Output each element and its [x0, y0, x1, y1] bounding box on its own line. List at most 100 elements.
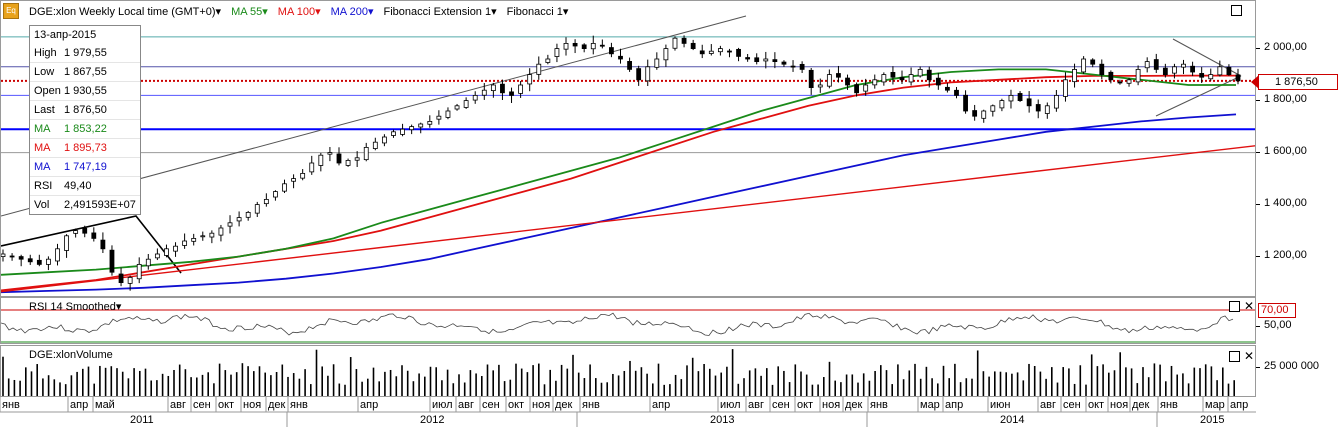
candle-body [409, 126, 415, 131]
candle-body [1035, 104, 1041, 112]
info-value: 2,491593E+07 [64, 199, 136, 211]
month-label: дек [555, 399, 573, 411]
candle-body [872, 79, 878, 86]
price-axis[interactable]: 2 000,00 1 800,00 1 600,00 1 400,00 1 200,00 [1256, 0, 1340, 297]
ma55-selector[interactable]: MA 55▾ [231, 5, 268, 18]
maximize-price-pane-button[interactable] [1231, 5, 1242, 16]
maximize-volume-pane-button[interactable] [1229, 351, 1240, 362]
candle-body [118, 273, 124, 283]
candle-body [454, 105, 460, 110]
candle-body [1108, 71, 1114, 81]
candle-body [400, 128, 405, 135]
candle-body [1126, 79, 1132, 84]
candle-body [154, 253, 160, 259]
candle-body [890, 72, 896, 78]
candle-body [218, 227, 224, 236]
info-key: RSI [34, 180, 53, 192]
fib-extension-selector[interactable]: Fibonacci Extension 1▾ [383, 5, 497, 18]
candle-body [354, 157, 360, 161]
info-key: Last [34, 104, 55, 116]
info-row-ma: MA 1 895,73 [30, 138, 140, 157]
candle-body [9, 255, 15, 258]
candle-body [935, 77, 941, 86]
time-axis[interactable]: янв апр май авг сен окт ноя дек янв апр июл авг сен о… [0, 397, 1256, 427]
price-chart-svg[interactable] [1, 1, 1256, 297]
info-value: 1 876,50 [64, 104, 107, 116]
candle-body [1090, 59, 1096, 65]
candle-body [654, 58, 660, 68]
ma100-selector[interactable]: MA 100▾ [277, 5, 321, 18]
maximize-rsi-pane-button[interactable] [1229, 301, 1240, 312]
close-rsi-pane-icon[interactable]: ✕ [1244, 299, 1255, 313]
month-label: июн [990, 399, 1011, 411]
month-label: янв [290, 399, 308, 411]
candle-body [763, 58, 769, 62]
month-label: май [95, 399, 115, 411]
info-row-high: High 1 979,55 [30, 44, 140, 62]
instrument-selector[interactable]: DGE:xlon Weekly Local time (GMT+0)▾ [29, 5, 222, 18]
month-label: ноя [243, 399, 262, 411]
price-tick-label: 1 800,00 [1264, 92, 1307, 105]
info-value: 1 930,55 [64, 85, 107, 97]
month-label: ноя [1110, 399, 1129, 411]
candle-body [1081, 58, 1087, 73]
ma100-label: MA 100 [277, 5, 316, 18]
month-label: окт [218, 399, 235, 411]
month-label: апр [652, 399, 671, 411]
candle-body [200, 235, 206, 238]
close-volume-pane-icon[interactable]: ✕ [1244, 349, 1255, 363]
month-label: сен [772, 399, 790, 411]
info-row-ma: MA 1 853,22 [30, 119, 140, 138]
candle-body [917, 69, 923, 77]
candle-body [164, 248, 169, 256]
candle-body [1162, 67, 1168, 76]
fibonacci-selector[interactable]: Fibonacci 1▾ [506, 5, 569, 18]
ma200-selector[interactable]: MA 200▾ [330, 5, 374, 18]
eq-logo-icon[interactable]: Eq [3, 3, 19, 19]
month-label: мар [920, 399, 940, 411]
candle-body [1144, 61, 1150, 69]
candle-body [327, 152, 333, 155]
month-label: авг [170, 399, 186, 411]
fib-extension-label: Fibonacci Extension 1 [383, 5, 492, 18]
candle-body [463, 100, 469, 108]
info-value: 1 979,55 [64, 47, 107, 59]
candle-body [908, 74, 914, 83]
rsi-title[interactable]: RSI 14 Smoothed▾ [29, 301, 122, 313]
candle-body [681, 37, 687, 44]
candle-body [145, 258, 151, 267]
volume-title[interactable]: DGE:xlonVolume [29, 349, 113, 361]
candle-body [109, 249, 115, 273]
month-label: янв [2, 399, 20, 411]
candle-body [618, 55, 623, 60]
month-label: апр [360, 399, 379, 411]
candle-body [836, 73, 841, 78]
candle-body [82, 227, 88, 234]
candle-body [418, 123, 424, 128]
candle-body [472, 95, 478, 101]
candle-body [627, 61, 632, 70]
candle-body [427, 121, 433, 125]
info-key: Open [34, 85, 61, 97]
candle-body [191, 237, 197, 242]
candle-body [391, 131, 396, 136]
price-pane[interactable]: Eq DGE:xlon Weekly Local time (GMT+0)▾ M… [0, 0, 1256, 297]
candle-body [1199, 73, 1205, 78]
volume-pane[interactable]: DGE:xlonVolume ✕ [0, 345, 1256, 397]
candle-body [963, 94, 968, 112]
rsi-chart-svg [1, 309, 1255, 343]
time-axis-grid [0, 397, 1256, 427]
candle-body [345, 159, 351, 166]
candle-body [27, 258, 33, 263]
candle-body [436, 115, 442, 120]
candle-body [926, 69, 932, 81]
month-label: янв [1160, 399, 1178, 411]
candle-body [1181, 63, 1186, 68]
candle-body [263, 198, 269, 205]
candle-body [1053, 95, 1059, 109]
candle-body [300, 172, 306, 179]
candle-body [1190, 65, 1195, 73]
candle-body [282, 183, 287, 192]
rsi-pane[interactable]: RSI 14 Smoothed▾ ✕ [0, 297, 1256, 344]
candle-body [645, 66, 651, 82]
